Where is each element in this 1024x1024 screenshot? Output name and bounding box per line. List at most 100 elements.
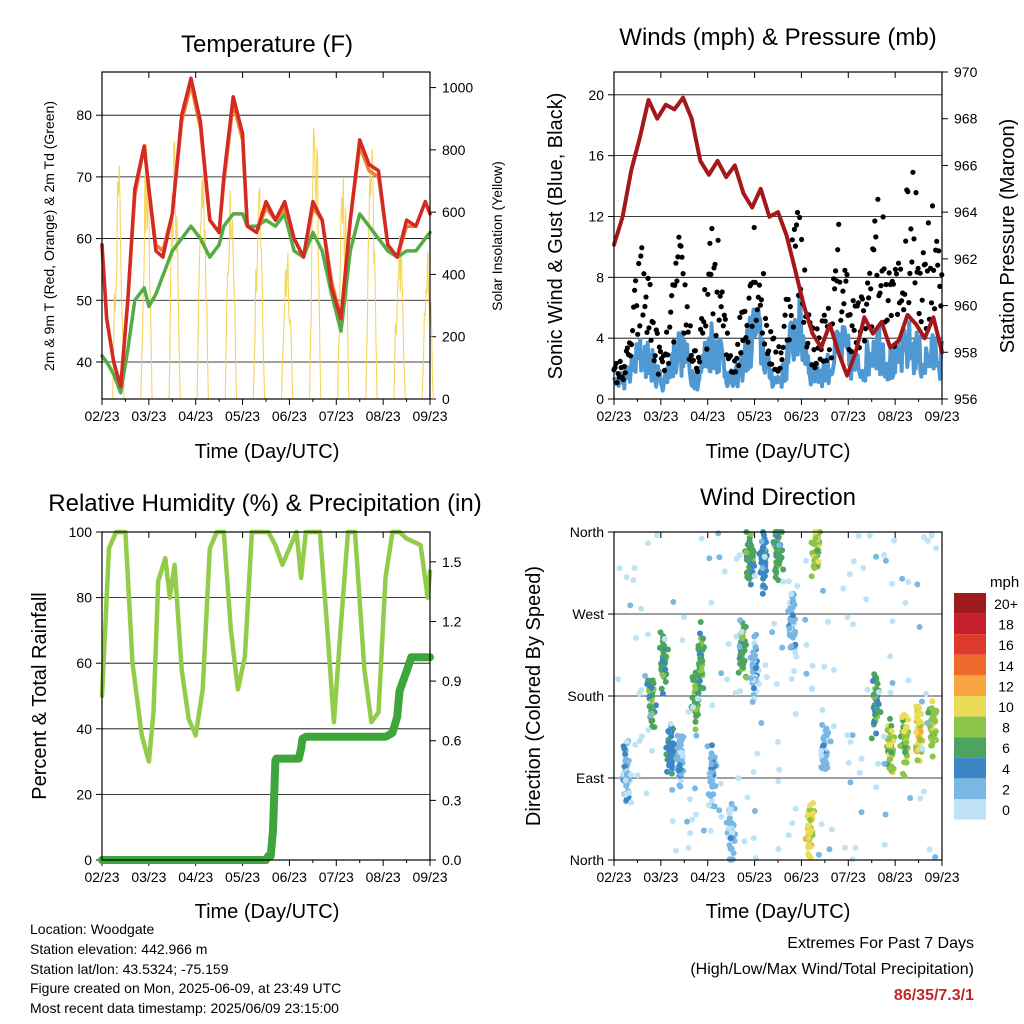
direction-point: [773, 681, 780, 687]
humidity-ylabel-left: Percent & Total Rainfall: [29, 592, 51, 800]
gust-point: [844, 272, 850, 278]
direction-point: [820, 587, 826, 594]
direction-point: [632, 741, 639, 748]
direction-point: [844, 732, 851, 739]
direction-point: [632, 634, 639, 641]
gust-point: [773, 349, 779, 355]
gust-point: [919, 297, 925, 303]
direction-point: [881, 760, 888, 767]
direction-ytick-label: South: [567, 688, 604, 704]
direction-point: [623, 797, 630, 803]
gust-point: [909, 259, 915, 265]
direction-point: [760, 582, 767, 589]
direction-point: [901, 728, 908, 735]
gust-point: [761, 341, 768, 347]
colorbar-swatch: [954, 613, 986, 635]
winds-ytick-right-label: 966: [954, 157, 978, 173]
direction-point: [747, 675, 754, 682]
gust-point: [925, 220, 932, 226]
direction-point: [736, 643, 743, 650]
gust-point: [786, 337, 792, 343]
direction-point: [661, 636, 668, 642]
gust-point: [812, 365, 818, 371]
direction-point: [888, 727, 895, 734]
direction-point: [698, 535, 705, 542]
humidity-xtick-label: 03/23: [131, 869, 166, 885]
temperature-xlabel: Time (Day/UTC): [195, 441, 340, 463]
gust-point: [743, 335, 749, 341]
gust-point: [771, 335, 777, 341]
direction-point: [723, 819, 730, 826]
direction-point: [871, 719, 877, 726]
direction-point: [818, 747, 825, 754]
direction-point: [917, 795, 924, 802]
colorbar-label: 2: [1002, 781, 1010, 797]
direction-point: [875, 689, 882, 696]
direction-point: [785, 832, 792, 839]
gust-point: [886, 270, 892, 276]
direction-point: [732, 690, 739, 696]
direction-point: [728, 800, 735, 807]
temperature-ytick-right-label: 800: [442, 142, 466, 158]
gust-point: [674, 278, 680, 284]
direction-point: [873, 784, 880, 791]
direction-point: [695, 643, 702, 649]
direction-point: [780, 578, 787, 585]
colorbar-label: 12: [998, 678, 1014, 694]
gust-point: [654, 330, 660, 336]
direction-point: [727, 845, 734, 852]
direction-point: [706, 555, 713, 562]
gust-point: [635, 331, 641, 337]
humidity-xtick-label: 06/23: [272, 869, 307, 885]
direction-point: [661, 642, 668, 649]
direction-point: [704, 743, 711, 750]
direction-point: [815, 558, 822, 565]
gust-point: [672, 282, 678, 288]
gust-point: [826, 347, 833, 353]
gust-point: [790, 324, 797, 330]
humidity-xtick-label: 09/23: [412, 869, 447, 885]
gust-point: [928, 300, 935, 306]
gust-point: [637, 323, 643, 329]
winds-xlabel: Time (Day/UTC): [706, 441, 851, 463]
gust-point: [781, 323, 787, 329]
direction-xtick-label: 06/23: [784, 869, 819, 885]
gust-point: [721, 312, 727, 318]
direction-point: [788, 676, 795, 682]
direction-point: [743, 674, 750, 681]
direction-point: [930, 734, 937, 741]
direction-point: [815, 851, 822, 858]
gust-point: [875, 196, 881, 202]
direction-point: [775, 778, 782, 785]
direction-point: [873, 553, 880, 560]
gust-point: [764, 322, 770, 328]
winds-xtick-label: 05/23: [737, 408, 772, 424]
direction-point: [842, 844, 849, 851]
direction-point: [792, 805, 799, 812]
gust-point: [695, 354, 702, 361]
gust-point: [679, 254, 685, 260]
temperature-xtick-label: 02/23: [84, 408, 119, 424]
gust-point: [641, 271, 647, 277]
direction-point: [758, 538, 765, 545]
colorbar-swatch: [954, 716, 986, 738]
direction-point: [913, 714, 920, 721]
humidity-xtick-label: 07/23: [319, 869, 354, 885]
gust-point: [648, 337, 654, 343]
gust-point: [920, 250, 926, 256]
direction-point: [887, 756, 894, 763]
direction-point: [690, 704, 696, 711]
direction-point: [718, 670, 725, 677]
direction-xtick-label: 05/23: [737, 869, 772, 885]
gust-point: [633, 278, 639, 284]
gust-point: [789, 237, 795, 243]
gust-point: [688, 352, 694, 359]
direction-point: [670, 748, 677, 755]
gust-point: [640, 312, 646, 318]
temperature-title: Temperature (F): [181, 31, 353, 58]
temp-2m-line: [100, 76, 432, 389]
direction-point: [721, 568, 728, 575]
direction-point: [808, 573, 815, 580]
gust-point: [682, 282, 688, 288]
direction-point: [707, 755, 714, 762]
